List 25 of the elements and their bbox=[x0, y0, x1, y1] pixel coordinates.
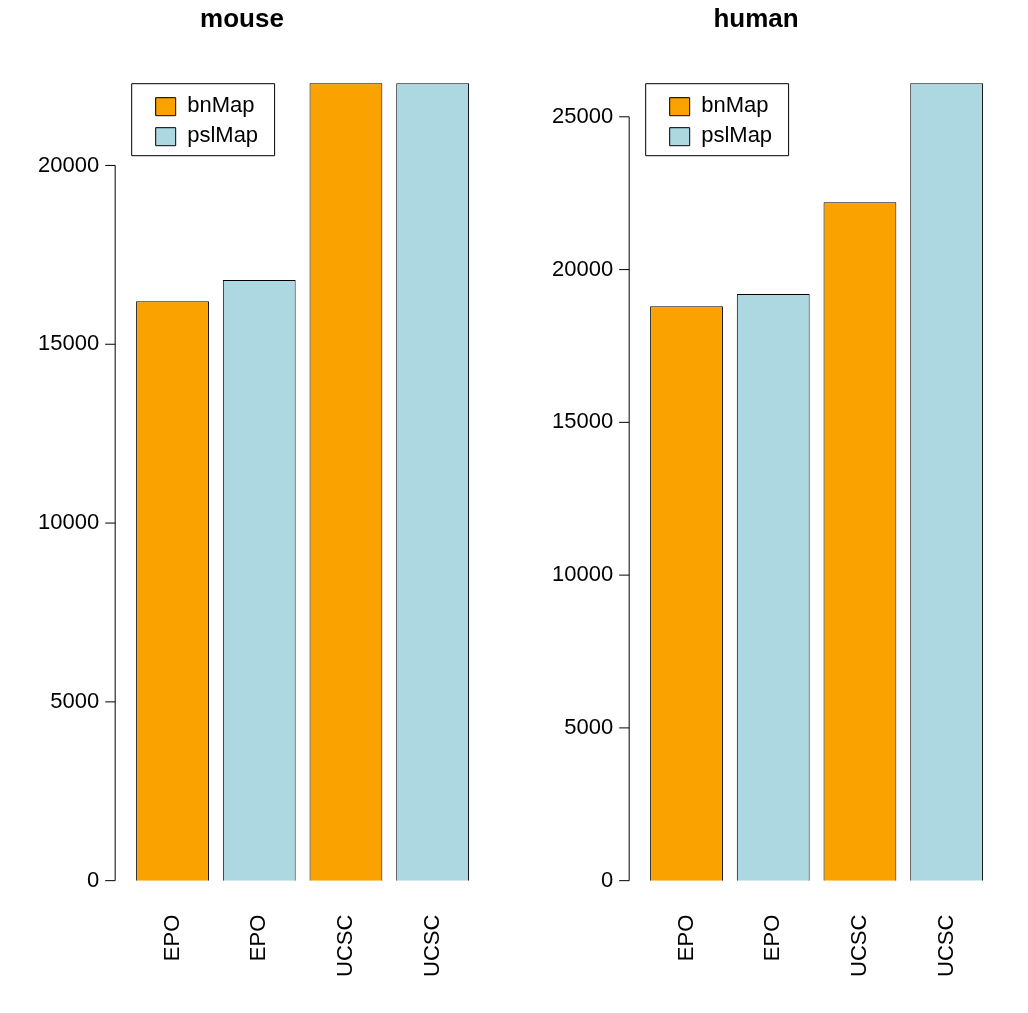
y-tick-label: 25000 bbox=[551, 102, 614, 128]
y-tick-label: 15000 bbox=[551, 408, 614, 434]
x-tick-label: EPO bbox=[672, 914, 698, 962]
x-tick-label: EPO bbox=[158, 914, 184, 962]
x-tick-label: UCSC bbox=[932, 914, 958, 978]
x-tick-label: UCSC bbox=[846, 914, 871, 978]
chart-title: human bbox=[713, 2, 799, 33]
chart-title: mouse bbox=[200, 2, 284, 33]
legend-label: pslMap bbox=[187, 122, 259, 148]
y-tick-label: 20000 bbox=[551, 255, 614, 281]
y-tick-label: 5000 bbox=[564, 713, 614, 739]
y-tick-label: 15000 bbox=[37, 330, 100, 356]
legend-label: bnMap bbox=[701, 92, 769, 118]
x-tick-label: UCSC bbox=[418, 914, 444, 978]
y-tick-label: 0 bbox=[600, 866, 614, 892]
y-tick-label: 0 bbox=[86, 866, 100, 892]
y-tick-label: 5000 bbox=[50, 687, 100, 713]
x-tick-label: UCSC bbox=[332, 914, 357, 978]
x-tick-label: EPO bbox=[245, 914, 271, 962]
y-tick-label: 20000 bbox=[37, 151, 100, 177]
x-tick-label: EPO bbox=[759, 914, 785, 962]
y-tick-label: 10000 bbox=[37, 509, 100, 535]
legend-label: bnMap bbox=[187, 92, 255, 118]
y-tick-label: 10000 bbox=[551, 561, 614, 587]
legend-label: pslMap bbox=[701, 122, 773, 148]
